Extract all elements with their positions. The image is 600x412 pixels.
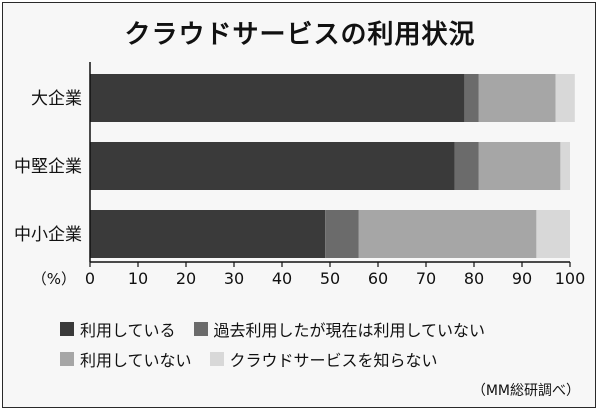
legend-item-unaware: クラウドサービスを知らない: [209, 347, 438, 371]
x-tick-label: 90: [512, 269, 532, 288]
x-tick-label: 100: [555, 269, 586, 288]
bar-segment: [90, 210, 326, 258]
x-tick-label: 70: [416, 269, 436, 288]
bar-segment: [464, 74, 479, 122]
bar-segment: [454, 142, 479, 190]
legend-row: 利用している 過去利用したが現在は利用していない: [60, 314, 580, 344]
category-label: 大企業: [31, 89, 82, 109]
x-tick-label: 30: [224, 269, 244, 288]
bar-segment: [478, 74, 556, 122]
x-tick-label: 20: [176, 269, 196, 288]
chart-frame: [2, 2, 596, 408]
x-tick-label: 10: [128, 269, 148, 288]
legend-swatch: [209, 352, 224, 366]
bar-segment: [555, 74, 575, 122]
legend-swatch: [193, 322, 208, 336]
legend-label: 利用している: [80, 321, 176, 340]
x-tick-label: 80: [464, 269, 484, 288]
x-tick-label: 40: [272, 269, 292, 288]
legend-item-past-use: 過去利用したが現在は利用していない: [193, 317, 486, 341]
legend-label: 利用していない: [80, 351, 192, 370]
bar-segment: [536, 210, 570, 258]
bar-segment: [560, 142, 570, 190]
x-unit-label: （%）: [32, 270, 76, 288]
legend-label: 過去利用したが現在は利用していない: [213, 321, 486, 340]
category-label: 中小企業: [14, 225, 82, 245]
category-label: 中堅企業: [14, 157, 82, 177]
legend-label: クラウドサービスを知らない: [229, 351, 438, 370]
bar-segment: [478, 142, 561, 190]
x-tick-label: 0: [85, 269, 95, 288]
x-tick-label: 60: [368, 269, 388, 288]
legend-row: 利用していない クラウドサービスを知らない: [60, 344, 580, 374]
chart-title: クラウドサービスの利用状況: [124, 20, 476, 50]
source-note: （MM総研調べ）: [471, 383, 580, 399]
legend-item-not-using: 利用していない: [60, 347, 192, 371]
bar-segment: [358, 210, 537, 258]
legend: 利用している 過去利用したが現在は利用していない 利用していない クラウドサービ…: [60, 314, 580, 374]
legend-swatch: [60, 352, 74, 366]
legend-swatch: [60, 322, 74, 336]
bar-segment: [325, 210, 359, 258]
bar-segment: [90, 142, 455, 190]
x-tick-label: 50: [320, 269, 340, 288]
bar-segment: [90, 74, 465, 122]
legend-item-using: 利用している: [60, 317, 176, 341]
